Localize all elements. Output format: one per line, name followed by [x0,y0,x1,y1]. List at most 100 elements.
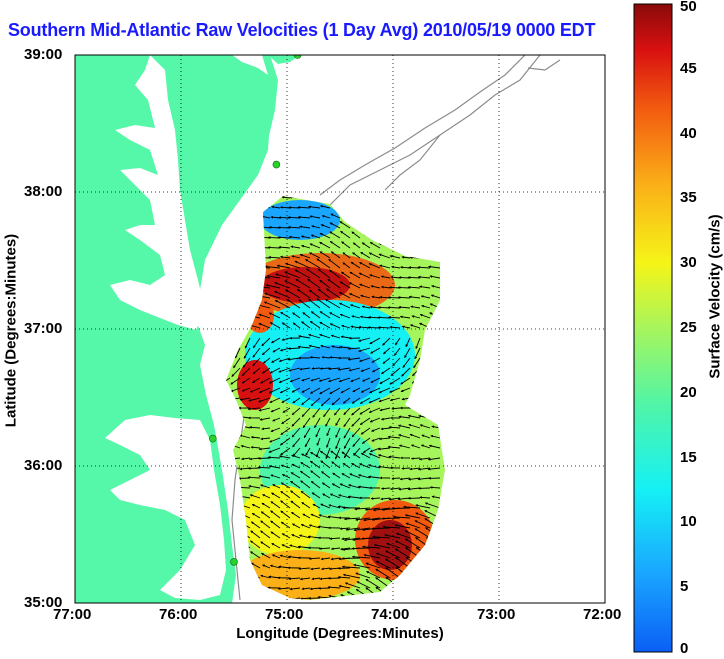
velocity-arrow [382,357,391,364]
velocity-arrow [359,262,371,269]
velocity-arrow [340,547,351,551]
velocity-arrow [291,255,301,259]
velocity-arrow [360,294,371,299]
velocity-arrow [239,434,251,439]
velocity-arrow [326,437,331,448]
velocity-arrow [399,315,411,319]
velocity-arrow [361,305,371,309]
velocity-arrow [294,260,311,269]
velocity-arrow [287,225,301,229]
velocity-arrow [368,263,381,269]
velocity-arrow [291,511,301,519]
velocity-arrow [250,540,261,549]
velocity-arrow [375,552,391,559]
velocity-arrow [300,523,311,529]
velocity-arrow [301,377,311,382]
velocity-arrow [319,450,331,459]
velocity-arrow [362,545,381,549]
velocity-arrow [419,496,431,499]
velocity-arrow [308,344,321,349]
velocity-arrow [343,447,351,459]
velocity-arrow [327,278,341,289]
velocity-arrow [261,347,271,356]
velocity-arrow [252,367,261,375]
velocity-arrow [400,387,411,393]
velocity-arrow [341,557,361,560]
radar-station-marker [209,434,217,443]
velocity-arrow [342,252,351,259]
velocity-arrow [279,387,291,394]
velocity-arrow [387,445,401,449]
velocity-arrow [414,520,431,529]
velocity-arrow [339,281,351,289]
velocity-arrow [285,262,301,269]
velocity-arrow [388,425,401,429]
velocity-arrow [356,581,371,589]
velocity-arrow [272,484,281,489]
velocity-arrow [265,284,281,289]
velocity-arrow [359,357,371,362]
x-tick-label: 74:00 [371,606,410,623]
velocity-arrow [301,502,311,509]
velocity-arrow [325,417,331,427]
velocity-arrow [268,447,281,453]
velocity-arrow [297,345,311,349]
velocity-arrow [278,367,291,373]
velocity-arrow [377,326,391,329]
velocity-arrow [320,344,331,349]
velocity-arrow [270,531,281,539]
velocity-arrow [292,312,301,319]
velocity-arrow [381,487,391,490]
velocity-arrow [337,367,351,371]
velocity-arrow [252,357,261,367]
velocity-arrow [316,437,321,446]
velocity-arrow [292,397,301,404]
velocity-arrow [415,512,431,519]
velocity-arrow [407,487,421,491]
velocity-arrow [250,521,261,529]
velocity-arrow [241,387,251,392]
velocity-arrow [298,567,311,571]
velocity-arrow [277,587,291,591]
velocity-arrow [404,347,411,359]
velocity-arrow [398,305,411,309]
velocity-arrow [249,387,261,393]
velocity-arrow [277,236,291,239]
velocity-arrow [291,534,301,539]
velocity-arrow [367,464,381,469]
velocity-arrow [329,323,341,329]
velocity-arrow [391,407,401,410]
velocity-arrow [258,407,271,412]
velocity-arrow [365,562,381,569]
velocity-arrow [382,525,401,529]
velocity-arrow [270,427,281,432]
grid-lines [75,55,605,603]
velocity-arrow [327,515,341,519]
velocity-arrow [351,417,361,427]
velocity-arrow [319,232,331,239]
velocity-arrow [270,474,281,479]
velocity-arrow [362,377,371,382]
velocity-arrow [276,264,291,269]
velocity-arrow [410,305,421,309]
velocity-arrow [407,285,421,289]
y-axis-label: Latitude (Degrees:Minutes) [2,233,20,428]
velocity-arrow [268,387,281,394]
colorbar-tick-label: 40 [680,124,697,142]
velocity-arrow [298,299,311,309]
velocity-arrow [430,434,441,439]
velocity-arrow [394,337,401,346]
velocity-arrow [291,407,301,416]
velocity-arrow [294,269,311,279]
velocity-arrow [318,547,331,550]
velocity-arrow [290,500,301,509]
velocity-arrow [259,417,271,421]
velocity-arrow [320,460,331,469]
velocity-arrow [352,252,361,259]
velocity-arrow [397,424,411,429]
velocity-arrow [275,273,291,279]
velocity-arrow [320,567,331,571]
velocity-arrow [415,504,431,509]
velocity-arrow [368,475,381,479]
velocity-arrow [272,417,281,422]
